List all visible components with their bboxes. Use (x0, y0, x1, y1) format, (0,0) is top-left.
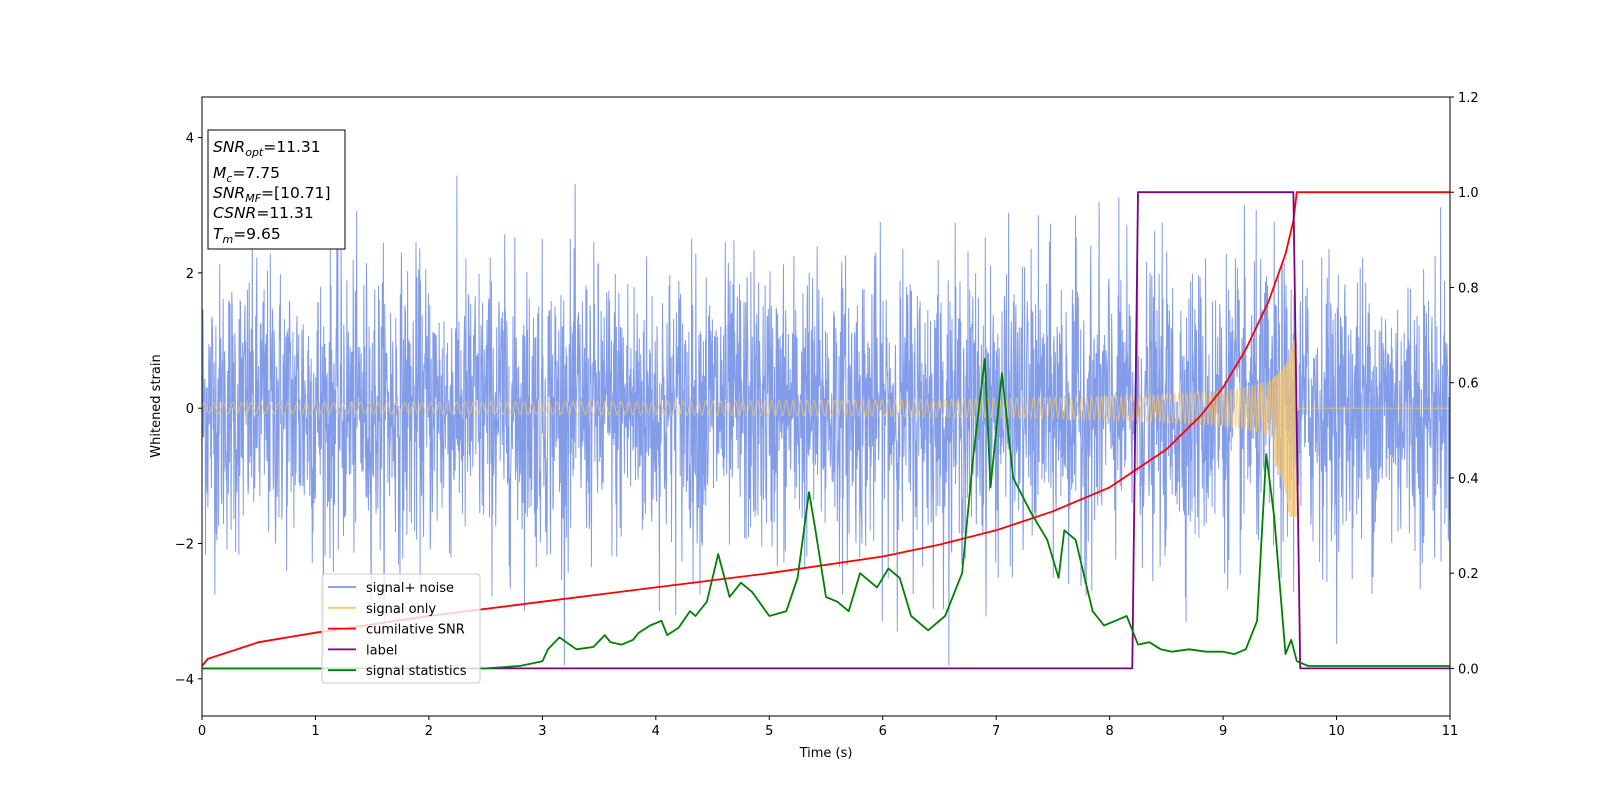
x-tick-label: 6 (879, 724, 887, 739)
series-signal-only-line (202, 340, 1450, 517)
y2-tick-label: 0.8 (1458, 281, 1479, 296)
x-tick-label: 10 (1328, 724, 1345, 739)
annotation-line: Tm=9.65 (213, 225, 281, 246)
y-tick-label: −2 (175, 537, 194, 552)
y2-tick-label: 0.2 (1458, 567, 1479, 582)
y2-tick-label: 1.2 (1458, 91, 1479, 106)
annotation-line: CSNR=11.31 (213, 204, 314, 222)
x-tick-label: 0 (198, 724, 206, 739)
y2-tick-label: 0.6 (1458, 377, 1479, 392)
legend-label: cumilative SNR (366, 623, 465, 638)
y2-tick-label: 1.0 (1458, 186, 1479, 201)
axes: 0 1 2 3 4 5 6 7 8 9 10 11 −4 −2 0 2 4 0.0 0.2 0.4 0.6 0.8 1.0 1… (175, 91, 1479, 739)
x-tick-label: 1 (311, 724, 319, 739)
annotation-line: Mc=7.75 (213, 164, 280, 185)
y2-tick-label: 0.4 (1458, 472, 1479, 487)
x-tick-label: 8 (1105, 724, 1113, 739)
x-tick-label: 11 (1442, 724, 1459, 739)
series-label-line (202, 191, 1450, 670)
x-tick-label: 3 (538, 724, 546, 739)
annotation-line: SNRMF=[10.71] (213, 184, 331, 205)
annotation-frame (207, 129, 346, 250)
plot-frame (201, 96, 1451, 717)
annotation-line: SNRopt=11.31 (213, 138, 321, 159)
legend-label: label (366, 643, 397, 658)
legend-frame (321, 573, 481, 684)
y-axis-label: Whitened strain (149, 354, 164, 457)
x-tick-label: 7 (992, 724, 1000, 739)
y2-tick-label: 0.0 (1458, 662, 1479, 677)
x-tick-label: 2 (425, 724, 433, 739)
y-tick-label: 4 (186, 132, 194, 147)
y-tick-label: −4 (175, 673, 194, 688)
legend-label: signal+ noise (366, 581, 454, 596)
y-tick-label: 2 (186, 267, 194, 282)
annotation-box: SNRopt=11.31 Mc=7.75SNRMF=[10.71]CSNR=11.… (207, 129, 346, 250)
series-signal-noise-line (202, 175, 1450, 666)
y-tick-label: 0 (186, 402, 194, 417)
x-axis-label: Time (s) (799, 746, 853, 761)
series-signal-statistics-line (202, 358, 1450, 670)
x-tick-label: 4 (652, 724, 660, 739)
x-tick-label: 5 (765, 724, 773, 739)
legend: signal+ noise signal only cumilative SNR la… (321, 573, 481, 684)
legend-label: signal statistics (366, 664, 467, 679)
x-tick-label: 9 (1219, 724, 1227, 739)
legend-label: signal only (366, 602, 436, 617)
